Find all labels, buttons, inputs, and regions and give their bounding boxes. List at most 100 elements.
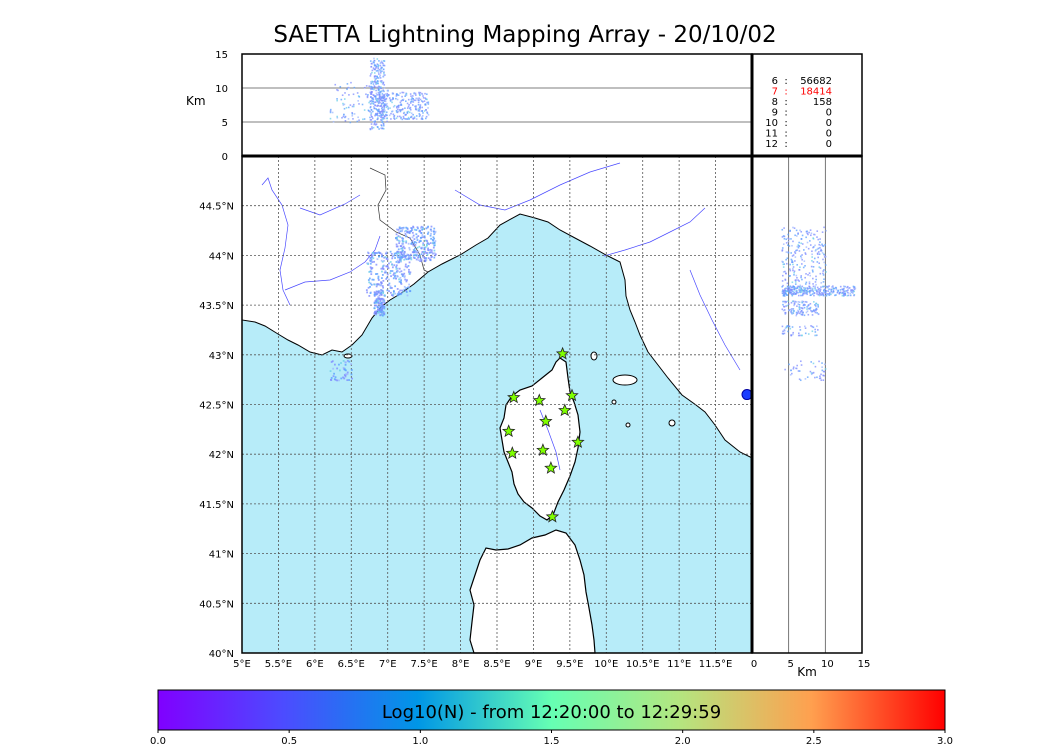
map-lightning-point [399,258,402,261]
map-lightning-point [394,272,397,274]
latitude-altitude-point [817,293,820,296]
altitude-lightning-point [372,94,375,96]
altitude-lightning-point [376,108,378,111]
latitude-altitude-point [781,260,783,263]
map-lightning-point [385,252,387,255]
latitude-altitude-point [804,283,807,285]
latitude-tick-label: 42°N [209,450,234,461]
map-lightning-point [427,247,429,250]
latitude-altitude-point [782,309,785,312]
latitude-altitude-point [805,311,808,314]
latitude-altitude-point [839,291,842,294]
altitude-lightning-point [383,90,385,93]
altitude-lightning-point [371,69,374,72]
giglio-island [668,419,676,427]
altitude-y-tick-label: 0 [222,152,228,163]
latitude-altitude-point [791,294,794,297]
altitude-lightning-point [414,92,417,95]
altitude-lightning-point [381,106,384,109]
altitude-lightning-point [374,81,377,84]
latitude-altitude-point [803,314,806,317]
map-lightning-point [350,373,353,376]
latitude-altitude-point [834,294,836,297]
altitude-lightning-point [410,112,413,115]
map-lightning-point [381,299,384,302]
map-lightning-point [377,308,380,311]
map-lightning-point [412,244,415,247]
latitude-altitude-point [801,294,804,297]
latitude-altitude-point [820,286,822,288]
latitude-altitude-point [799,360,802,363]
altitude-lightning-point [383,117,386,120]
altitude-lightning-point [382,82,385,84]
altitude-lightning-point [374,98,377,101]
altitude-lightning-point [365,93,367,96]
latitude-altitude-point [802,300,805,303]
altitude-lightning-point [381,127,384,130]
latitude-altitude-point [809,240,811,242]
altitude-lightning-point [379,80,382,82]
altitude-lightning-point [398,109,401,111]
altitude-lightning-point [420,118,423,120]
map-lightning-point [411,251,414,253]
stats-row-separator: : [784,118,787,129]
map-lightning-point [367,279,370,281]
map-lightning-point [373,302,376,304]
altitude-lightning-point [385,114,388,117]
latitude-altitude-point [781,308,784,311]
map-lightning-point [390,252,393,255]
map-lightning-point [426,233,429,235]
altitude-lightning-point [417,103,420,106]
latitude-altitude-point [781,290,784,293]
altitude-lightning-point [351,115,354,117]
latitude-altitude-point [822,270,824,272]
map-lightning-point [403,255,406,257]
altitude-lightning-point [336,98,338,100]
map-lightning-point [429,242,432,245]
latitude-altitude-point [815,305,817,307]
longitude-tick-label: 11°E [667,659,691,670]
latitude-altitude-point [791,261,794,263]
map-lightning-point [432,236,435,239]
map-lightning-point [416,246,419,249]
altitude-lightning-point [375,97,377,100]
altitude-lightning-point [383,96,385,98]
latitude-altitude-point [797,370,800,372]
altitude-lightning-point [419,104,422,106]
map-lightning-point [390,275,392,278]
map-lightning-point [413,249,416,252]
colorbar: 0.0 0.5 1.0 1.5 2.0 2.5 3.0 [150,689,953,747]
altitude-lightning-point [348,86,350,89]
map-lightning-point [403,247,406,250]
latitude-altitude-point [798,280,800,282]
map-lightning-point [369,282,372,285]
altitude-lightning-point [392,97,394,99]
map-lightning-point [381,314,384,317]
latitude-altitude-point [798,312,801,315]
map-lightning-point [400,255,403,258]
altitude-lightning-point [412,117,414,120]
map-lightning-point [376,252,378,254]
altitude-lightning-point [377,114,379,117]
latitude-altitude-point [791,288,793,291]
latitude-altitude-point [800,311,802,313]
map-lightning-point [421,226,424,229]
map-lightning-point [404,278,407,281]
altitude-lightning-point [378,60,380,62]
colorbar-tick-label: 3.0 [937,736,953,747]
latitude-altitude-point [800,230,803,233]
latitude-altitude-point [851,289,854,291]
map-lightning-point [419,258,422,260]
map-lightning-point [409,230,411,233]
altitude-lightning-point [380,81,383,84]
map-lightning-point [400,252,403,254]
latitude-altitude-point [797,312,799,314]
latitude-altitude-point [792,286,795,288]
latitude-altitude-point [851,290,853,293]
latitude-altitude-point [812,371,815,374]
map-lightning-point [375,301,378,304]
altitude-lightning-point [379,99,382,101]
altitude-lightning-point [379,75,381,78]
map-lightning-point [396,250,399,253]
altitude-lightning-point [382,110,384,113]
